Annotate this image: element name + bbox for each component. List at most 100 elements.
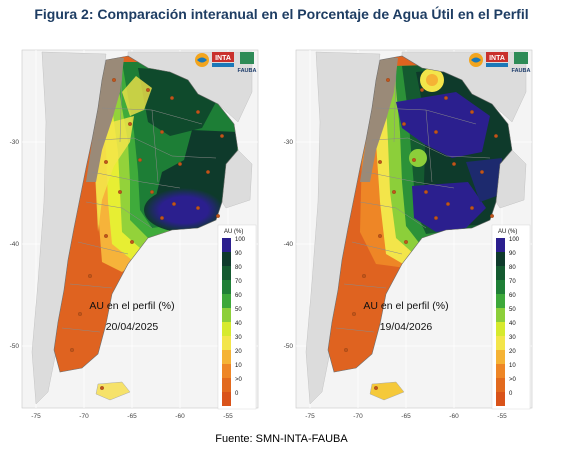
colorbar-tick-label: >0 (235, 377, 243, 383)
fauba-logo-text: FAUBA (512, 68, 531, 74)
colorbar-swatch (222, 364, 231, 378)
colorbar-tick-label: 70 (509, 279, 516, 285)
colorbar-swatch (496, 378, 505, 392)
colorbar-tick-label: 0 (509, 391, 513, 397)
colorbar-legend-2026: AU (%) 100 90 80 70 60 50 40 30 20 10 >0 0 (491, 224, 531, 410)
panel-label-2025: AU en el perfil (%) (89, 300, 174, 312)
y-tick-label: -50 (284, 343, 294, 350)
colorbar-swatch (496, 308, 505, 322)
colorbar-swatch (222, 378, 231, 392)
y-tick-label: -40 (10, 241, 20, 248)
fauba-logo-icon (514, 52, 528, 64)
colorbar-swatch (496, 392, 505, 406)
colorbar-tick-label: 90 (235, 251, 242, 257)
map-svg-2026: INTA FAUBA AU (%) 100 90 80 70 60 50 40 30 20 10 >… (284, 49, 533, 420)
colorbar-swatch (222, 392, 231, 406)
colorbar-swatch (222, 238, 231, 252)
tierra-del-fuego-2025 (95, 381, 131, 401)
source-caption: Fuente: SMN-INTA-FAUBA (215, 433, 348, 445)
colorbar-swatch (496, 252, 505, 266)
colorbar-tick-label: 0 (235, 391, 239, 397)
x-axis-ticks: -75 -70 -65 -60 -55 (31, 413, 233, 420)
figure-title: Figura 2: Comparación interanual en el P… (34, 6, 529, 22)
map-svg-2025: INTA FAUBA AU (%) 100 90 80 70 60 50 40 30 20 10 >… (10, 49, 259, 420)
x-tick-label: -65 (127, 413, 137, 420)
x-tick-label: -60 (449, 413, 459, 420)
x-tick-label: -55 (223, 413, 233, 420)
x-tick-label: -75 (305, 413, 315, 420)
colorbar-swatch (496, 322, 505, 336)
inta-logo-text: INTA (489, 55, 505, 62)
colorbar-tick-label: 30 (235, 335, 242, 341)
colorbar-tick-label: 60 (235, 293, 242, 299)
x-axis-ticks: -75 -70 -65 -60 -55 (305, 413, 507, 420)
map-panel-2026: INTA FAUBA AU (%) 100 90 80 70 60 50 40 30 20 10 >… (276, 32, 542, 422)
province-boundaries-2025 (61, 71, 217, 333)
x-tick-label: -75 (31, 413, 41, 420)
colorbar-tick-label: 40 (509, 321, 516, 327)
province-boundaries-2026 (335, 71, 491, 333)
panel-date-2025: 20/04/2025 (106, 321, 159, 333)
inta-logo-text: INTA (215, 55, 231, 62)
colorbar-swatches (496, 238, 505, 406)
fauba-logo-text: FAUBA (238, 68, 257, 74)
x-tick-label: -70 (353, 413, 363, 420)
colorbar-tick-label: 20 (509, 349, 516, 355)
colorbar-tick-label: 100 (509, 237, 520, 243)
y-tick-label: -50 (10, 343, 20, 350)
colorbar-swatch (496, 294, 505, 308)
y-axis-ticks: -30 -40 -50 (284, 139, 294, 350)
colorbar-tick-label: 10 (509, 363, 516, 369)
colorbar-swatch (222, 322, 231, 336)
colorbar-ticks: 100 90 80 70 60 50 40 30 20 10 >0 0 (509, 237, 520, 397)
panel-label-2026: AU en el perfil (%) (363, 300, 448, 312)
y-tick-label: -30 (10, 139, 20, 146)
colorbar-ticks: 100 90 80 70 60 50 40 30 20 10 >0 0 (235, 237, 246, 397)
colorbar-tick-label: >0 (509, 377, 517, 383)
map-panel-2025: INTA FAUBA AU (%) 100 90 80 70 60 50 40 30 20 10 >… (2, 32, 268, 422)
colorbar-swatch (496, 364, 505, 378)
y-axis-ticks: -30 -40 -50 (10, 139, 20, 350)
soil-water-field-2025 (54, 56, 238, 372)
colorbar-tick-label: 50 (235, 307, 242, 313)
colorbar-swatch (222, 280, 231, 294)
colorbar-swatch (496, 280, 505, 294)
colorbar-swatch (222, 336, 231, 350)
colorbar-tick-label: 20 (235, 349, 242, 355)
colorbar-tick-label: 50 (509, 307, 516, 313)
fauba-logo-icon (240, 52, 254, 64)
x-tick-label: -70 (79, 413, 89, 420)
colorbar-tick-label: 40 (235, 321, 242, 327)
colorbar-tick-label: 80 (509, 265, 516, 271)
colorbar-title: AU (%) (498, 229, 517, 235)
station-dots-2026 (344, 78, 498, 390)
colorbar-legend-2025: AU (%) 100 90 80 70 60 50 40 30 20 10 >0 0 (217, 224, 257, 410)
colorbar-swatch (222, 266, 231, 280)
colorbar-swatch (222, 350, 231, 364)
colorbar-swatch (222, 308, 231, 322)
colorbar-swatch (496, 238, 505, 252)
logo-group: INTA FAUBA (469, 52, 530, 74)
colorbar-swatch (496, 266, 505, 280)
y-tick-label: -40 (284, 241, 294, 248)
tierra-del-fuego-2026 (369, 381, 405, 401)
x-tick-label: -55 (497, 413, 507, 420)
colorbar-swatch (222, 294, 231, 308)
x-tick-label: -65 (401, 413, 411, 420)
colorbar-tick-label: 60 (509, 293, 516, 299)
station-dots-2025 (70, 78, 224, 390)
colorbar-tick-label: 10 (235, 363, 242, 369)
colorbar-tick-label: 100 (235, 237, 246, 243)
x-tick-label: -60 (175, 413, 185, 420)
colorbar-swatch (496, 336, 505, 350)
colorbar-tick-label: 30 (509, 335, 516, 341)
colorbar-tick-label: 70 (235, 279, 242, 285)
colorbar-swatch (496, 350, 505, 364)
colorbar-tick-label: 90 (509, 251, 516, 257)
logo-group: INTA FAUBA (195, 52, 256, 74)
colorbar-tick-label: 80 (235, 265, 242, 271)
colorbar-swatch (222, 252, 231, 266)
colorbar-title: AU (%) (224, 229, 243, 235)
y-tick-label: -30 (284, 139, 294, 146)
